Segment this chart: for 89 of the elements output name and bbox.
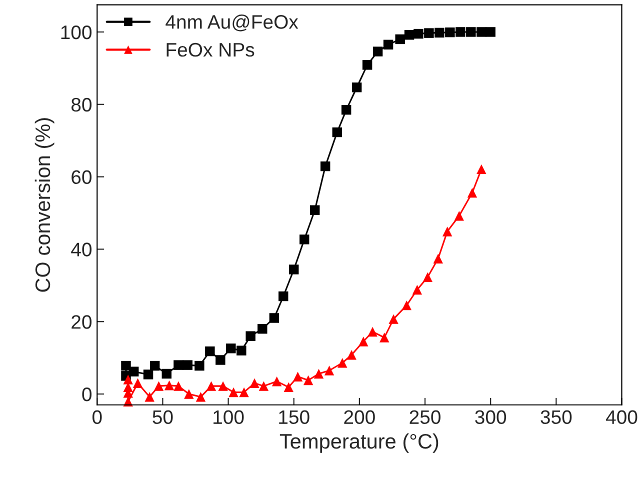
point <box>372 46 383 56</box>
x-tick-label: 350 <box>540 410 572 424</box>
legend-label: 4nm Au@FeOx <box>166 14 298 32</box>
point <box>362 60 372 70</box>
x-tick-label: 100 <box>214 410 244 424</box>
point <box>292 372 303 382</box>
point <box>434 28 444 38</box>
y-axis-title: CO conversion (%) <box>34 118 54 292</box>
point <box>379 332 390 342</box>
point <box>143 370 154 380</box>
point <box>174 360 184 370</box>
point <box>320 161 330 172</box>
point <box>278 291 288 302</box>
point <box>476 27 486 37</box>
x-tick-label: 300 <box>475 410 506 424</box>
point <box>314 368 324 379</box>
point <box>424 28 434 38</box>
point <box>310 205 320 215</box>
point <box>216 355 226 365</box>
point <box>218 381 228 391</box>
point <box>246 331 256 341</box>
point <box>456 27 466 37</box>
x-tick-label: 250 <box>410 410 440 424</box>
point <box>184 389 194 399</box>
point <box>123 374 133 384</box>
y-tick-label: 20 <box>72 315 92 329</box>
point <box>154 381 164 391</box>
point <box>412 284 422 295</box>
x-axis-title: Temperature (°C) <box>280 433 438 453</box>
point <box>258 324 268 334</box>
point <box>341 104 352 115</box>
point <box>486 27 496 37</box>
point <box>174 381 184 391</box>
point <box>433 254 443 264</box>
point <box>299 234 310 244</box>
point <box>144 392 154 402</box>
x-tick-label: 400 <box>606 410 638 424</box>
point <box>269 313 280 323</box>
point <box>250 378 260 388</box>
point <box>445 27 455 38</box>
point <box>236 346 246 356</box>
x-tick-label: 50 <box>152 410 173 424</box>
point <box>272 376 282 386</box>
y-tick-label: 40 <box>71 242 92 256</box>
point <box>182 360 192 370</box>
point <box>338 358 348 368</box>
point <box>388 314 398 324</box>
point <box>205 346 215 356</box>
point <box>226 344 236 354</box>
point <box>332 127 342 138</box>
point <box>258 381 269 391</box>
x-tick-label: 150 <box>279 410 310 424</box>
point <box>228 387 238 398</box>
point <box>206 381 216 391</box>
point <box>395 34 405 44</box>
point <box>467 188 478 198</box>
y-tick-label: 60 <box>72 170 92 184</box>
point <box>239 387 249 398</box>
point <box>402 300 412 310</box>
point <box>422 272 432 282</box>
point <box>128 366 139 376</box>
point <box>466 27 476 37</box>
point <box>368 326 378 337</box>
point <box>358 336 368 346</box>
point <box>352 82 362 92</box>
y-tick-label: 100 <box>61 25 92 40</box>
point <box>476 164 486 174</box>
point <box>284 382 294 392</box>
y-tick-label: 0 <box>82 387 92 402</box>
x-tick-label: 200 <box>344 410 375 424</box>
point <box>324 366 334 376</box>
point <box>383 40 394 50</box>
y-tick-label: 80 <box>71 98 92 112</box>
point <box>196 392 206 402</box>
x-tick-label: 0 <box>92 410 102 424</box>
point <box>194 360 204 371</box>
point <box>289 264 299 274</box>
point <box>132 378 143 388</box>
point <box>414 28 424 39</box>
point <box>346 350 356 360</box>
point <box>303 375 314 386</box>
point <box>162 368 172 379</box>
point <box>442 226 452 236</box>
point <box>150 360 160 371</box>
point <box>121 360 131 371</box>
point <box>404 30 414 40</box>
point <box>454 211 464 221</box>
point <box>164 380 174 390</box>
legend-label: FeOx NPs <box>166 42 254 57</box>
